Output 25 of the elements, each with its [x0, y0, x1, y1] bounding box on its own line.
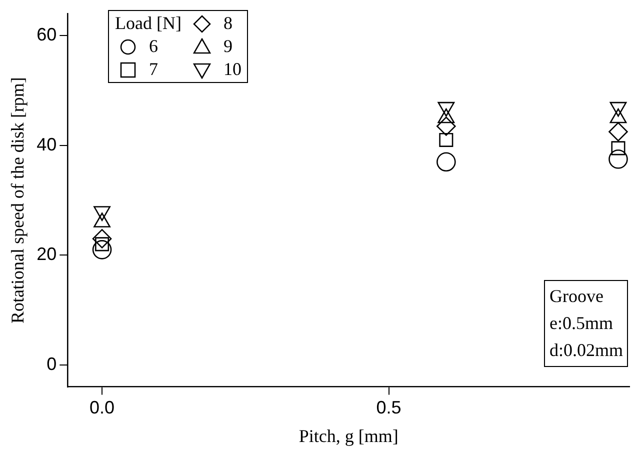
legend-title: Load [N] [115, 13, 182, 34]
legend-label: 6 [148, 36, 159, 57]
point [608, 122, 628, 142]
x-tick-label: 0.5 [376, 398, 402, 418]
point [611, 141, 626, 156]
y-tick-label: 40 [36, 134, 57, 154]
y-tick-label: 60 [36, 24, 57, 45]
y-tick-label: 0 [46, 354, 57, 374]
annotation: d:0.02mm [549, 339, 623, 362]
x-axis-title: Pitch, g [mm] [298, 426, 398, 446]
point [92, 229, 112, 248]
point [436, 116, 456, 136]
point [436, 152, 456, 172]
y-tick-label: 20 [36, 244, 57, 264]
x-tick-label: 0.0 [90, 398, 115, 418]
annotation: e:0.5mm [549, 312, 614, 335]
point [92, 240, 112, 260]
legend-label: 8 [222, 13, 234, 34]
point [608, 150, 628, 169]
annotation: Groove [549, 285, 604, 308]
point [439, 132, 454, 147]
legend-label: 9 [222, 36, 234, 57]
legend-label: 10 [222, 59, 242, 80]
legend-label: 7 [148, 59, 159, 80]
y-axis-title: Rotational speed of the disk [rpm] [8, 77, 28, 324]
